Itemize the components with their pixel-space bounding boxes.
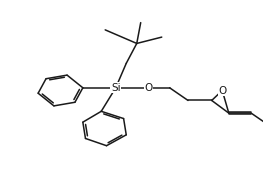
Text: Si: Si [111,83,120,93]
Text: O: O [144,83,153,93]
Text: O: O [218,85,226,96]
